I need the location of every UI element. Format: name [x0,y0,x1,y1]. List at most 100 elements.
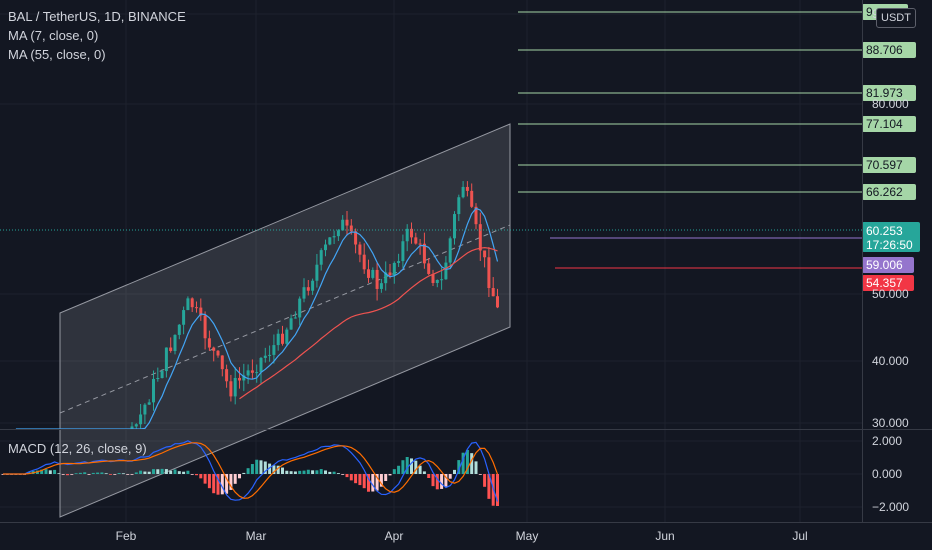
macd-histogram-bar [212,474,216,494]
candle-body [470,190,474,207]
macd-histogram-bar [328,471,332,474]
candle-body [250,370,254,373]
candle-body [328,237,332,245]
macd-histogram-bar [177,471,181,474]
candle-body [190,298,194,308]
macd-histogram-bar [401,460,405,474]
macd-histogram-bar [405,457,409,474]
candle-body [457,197,461,215]
candle-body [134,424,138,427]
macd-histogram-bar [324,470,327,474]
macd-histogram-bar [457,460,461,474]
ma-fast-legend[interactable]: MA (7, close, 0) [8,28,99,43]
candle-body [487,257,491,289]
price-tick-label: 50.000 [872,287,909,301]
macd-histogram-bar [250,464,254,474]
candle-body [478,224,482,251]
candle-body [225,369,229,382]
level-tag [862,85,916,101]
candle-body [358,244,362,255]
macd-histogram-bar [53,469,57,474]
level-tag-label: 9 [866,5,873,19]
macd-histogram-bar [293,471,297,474]
macd-histogram-bar [246,468,250,474]
macd-histogram-bar [418,465,422,474]
macd-histogram-bar [225,474,229,494]
candle-body [392,262,396,276]
candle-body [401,241,405,262]
candle-body [177,324,181,335]
candle-body [461,186,465,198]
macd-histogram-bar [379,474,383,487]
candle-body [375,269,379,289]
regression-channel[interactable] [59,123,511,518]
macd-histogram-bar [319,469,323,474]
macd-histogram-bar [276,465,280,474]
ma-fast-price-label: 59.006 [866,258,903,272]
ma-fast-price-tag [862,257,914,273]
macd-histogram-bar [190,474,194,475]
macd-histogram-bar [169,470,173,474]
macd-histogram-bar [478,474,482,475]
macd-histogram-bar [453,469,456,474]
macd-histogram-bar [298,470,302,474]
macd-tick-label: 2.000 [872,434,902,448]
candle-body [422,243,426,264]
macd-histogram-bar [483,474,487,487]
macd-histogram-bar [384,474,388,481]
candle-body [302,287,306,299]
macd-histogram-bar [199,474,203,479]
macd-histogram-bar [255,459,259,474]
macd-histogram-bar [143,471,147,474]
macd-legend[interactable]: MACD (12, 26, close, 9) [8,441,147,456]
level-tag [862,184,916,200]
macd-histogram-bar [156,469,160,474]
price-tick-label: 40.000 [872,354,909,368]
level-tag [862,116,916,132]
macd-histogram-bar [48,470,52,474]
macd-histogram-bar [66,474,69,476]
macd-histogram-bar [289,471,293,474]
macd-histogram-bar [27,471,31,474]
level-tag-label: 81.973 [866,86,903,100]
candle-body [182,310,186,325]
candle-body [379,283,383,289]
macd-histogram-bar [354,474,358,484]
macd-histogram-bar [207,474,211,489]
candle-body [212,347,216,351]
candle-body [367,269,370,278]
macd-histogram-bar [302,470,306,474]
candle-body [268,354,272,356]
macd-histogram-bar [164,469,168,474]
macd-histogram-bar [362,474,366,489]
symbol-legend[interactable]: BAL / TetherUS, 1D, BINANCE [8,9,186,24]
candle-body [293,317,297,319]
macd-histogram-bar [113,474,117,475]
time-axis-label: May [516,529,539,543]
candle-body [199,307,203,316]
candle-body [397,261,401,263]
candle-body [444,262,448,280]
candle-body [216,350,220,356]
level-tag [862,157,916,173]
macd-histogram-bar [96,472,100,474]
macd-histogram-bar [160,468,164,474]
candle-body [345,219,349,226]
candle-body [427,263,431,274]
time-axis-label: Jun [655,529,674,543]
currency-selector[interactable]: USDT [876,8,916,28]
macd-histogram-bar [444,474,448,487]
candle-body [259,357,263,373]
candle-body [453,214,456,239]
macd-histogram-bar [83,472,87,474]
candle-body [405,228,409,242]
macd-histogram-bar [349,474,353,481]
macd-histogram-bar [186,470,190,474]
candle-body [156,378,160,380]
ma-slow-legend[interactable]: MA (55, close, 0) [8,47,106,62]
candle-body [203,315,207,339]
candle-body [410,228,413,238]
macd-histogram-bar [341,474,345,475]
macd-histogram-bar [173,469,177,474]
